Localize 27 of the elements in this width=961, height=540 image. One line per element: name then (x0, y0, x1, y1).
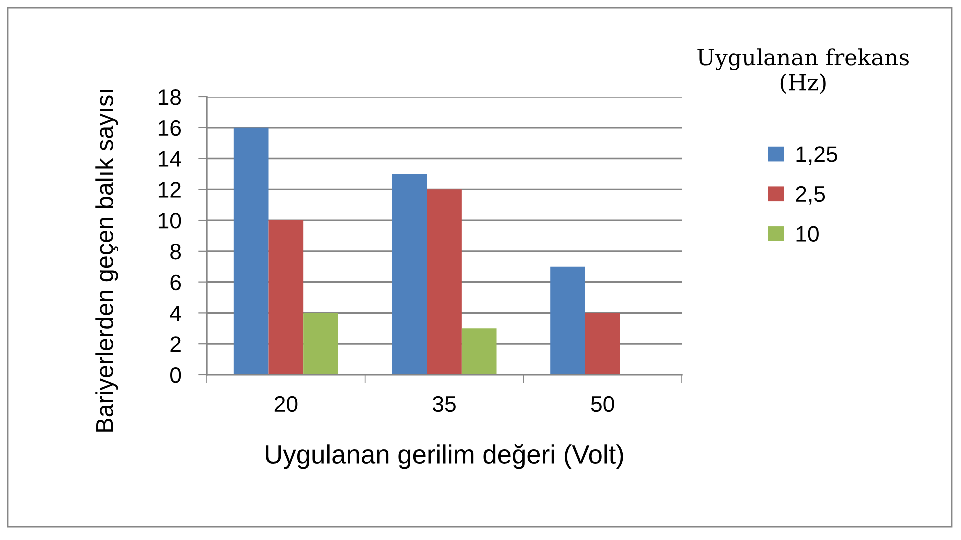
y-axis-title: Bariyerlerden geçen balık sayısı (96, 90, 118, 432)
legend-label: 2,5 (796, 186, 826, 205)
y-tick-label: 18 (158, 90, 182, 106)
y-tick-label: 6 (170, 274, 182, 291)
bar (585, 313, 620, 375)
y-tick-label: 14 (158, 152, 182, 167)
bar (392, 174, 428, 375)
x-tick-label: 50 (591, 396, 614, 412)
x-tick-label: 20 (274, 396, 298, 412)
x-axis-title: Uygulanan gerilim değeri (Volt) (266, 444, 624, 470)
bar (462, 328, 497, 375)
bar (234, 128, 269, 375)
legend-label: 10 (796, 226, 819, 242)
bar (427, 190, 462, 375)
x-tick-label: 35 (433, 396, 456, 412)
bar (304, 313, 338, 375)
legend-title: Uygulanan frekans (Hz) (698, 48, 910, 94)
y-tick-label: 0 (170, 368, 182, 384)
y-tick-label: 10 (158, 213, 182, 229)
bar (550, 266, 586, 375)
y-tick-label: 4 (170, 306, 182, 322)
bar (268, 220, 304, 375)
legend-label: 1,25 (796, 146, 838, 165)
y-tick-label: 16 (158, 120, 182, 136)
y-tick-label: 8 (170, 244, 182, 260)
y-tick-label: 12 (158, 182, 181, 198)
y-tick-label: 2 (170, 336, 181, 352)
